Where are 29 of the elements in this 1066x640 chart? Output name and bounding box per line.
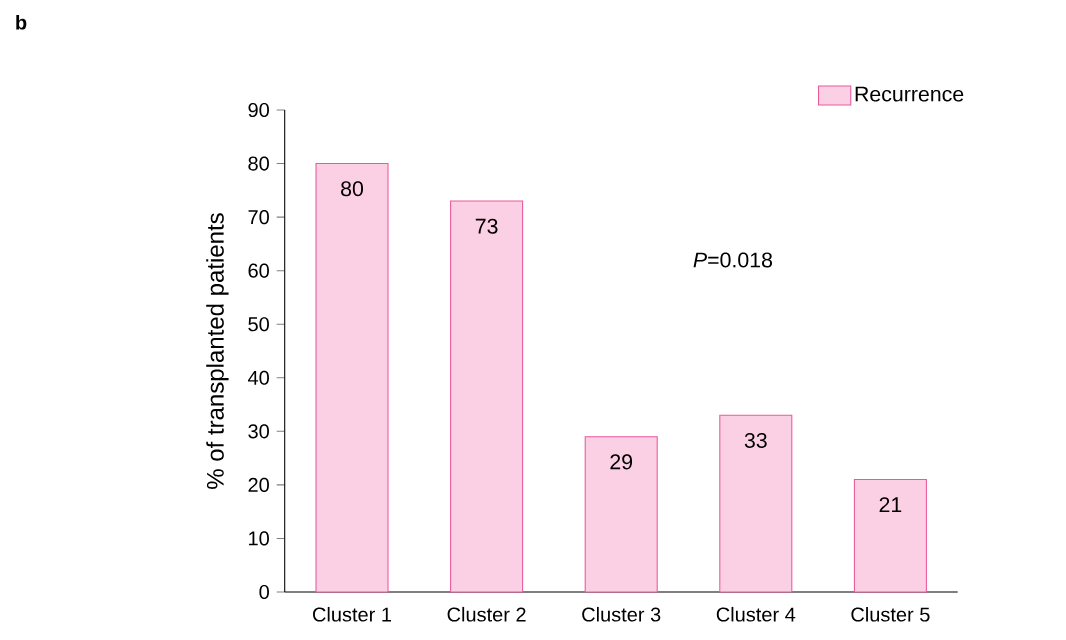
bar xyxy=(450,200,524,593)
y-tick-label: 30 xyxy=(248,424,269,439)
data-label: 33 xyxy=(744,432,767,448)
y-axis-title: % of transplanted patients xyxy=(206,213,229,489)
annotation: P=0.018 xyxy=(693,252,773,268)
x-tick-label: Cluster 1 xyxy=(313,606,392,622)
y-tick-label: 10 xyxy=(249,531,269,546)
y-tick-label: 0 xyxy=(259,584,269,600)
data-label: 21 xyxy=(879,497,902,513)
bar xyxy=(719,414,793,593)
bar xyxy=(584,436,658,593)
y-tick-label: 20 xyxy=(248,477,269,492)
x-tick-label: Cluster 5 xyxy=(851,606,930,622)
bar xyxy=(315,163,389,593)
bar xyxy=(853,478,927,593)
x-tick-label: Cluster 2 xyxy=(447,606,526,622)
legend-label: Recurrence xyxy=(855,86,964,102)
y-tick-label: 90 xyxy=(248,102,269,118)
y-tick-label: 40 xyxy=(247,370,269,385)
x-tick-label: Cluster 4 xyxy=(716,606,796,622)
y-tick-label: 70 xyxy=(248,210,269,225)
y-tick-label: 50 xyxy=(248,317,269,332)
data-label: 80 xyxy=(341,181,364,197)
x-tick-label: Cluster 3 xyxy=(582,606,661,622)
data-label: 73 xyxy=(475,218,498,234)
data-label: 29 xyxy=(610,454,633,470)
y-tick-label: 80 xyxy=(248,156,269,171)
text: b xyxy=(16,14,27,30)
y-tick-label: 60 xyxy=(248,263,269,278)
